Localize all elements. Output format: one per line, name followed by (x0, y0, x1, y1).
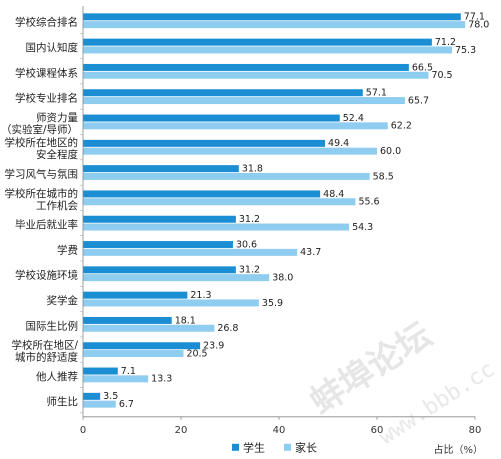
data-label: 54.3 (352, 222, 373, 233)
data-label: 49.4 (328, 138, 349, 149)
category-label: 城市的舒适度 (15, 351, 78, 364)
category-label: 学校综合排名 (15, 16, 78, 29)
data-label: 3.5 (103, 391, 118, 402)
data-label: 60.0 (380, 146, 401, 157)
category-label: 学校设施环境 (15, 269, 78, 282)
data-label: 70.5 (431, 70, 452, 81)
category-label: 学校所在地区的 (5, 136, 79, 149)
bar-student (83, 165, 239, 173)
category-label: 学费 (57, 243, 78, 256)
bar-student (83, 266, 236, 274)
data-label: 26.8 (217, 323, 238, 334)
bar-parent (83, 97, 405, 105)
bar-student (83, 316, 172, 324)
data-label: 13.3 (151, 374, 172, 385)
category-label: 学校所在地区/ (11, 339, 78, 352)
x-tick-label: 80 (469, 425, 482, 436)
data-label: 31.2 (239, 265, 260, 276)
bar-parent (83, 299, 259, 307)
bar-parent (83, 400, 116, 408)
category-label: 他人推荐 (36, 370, 78, 383)
bar-student (83, 190, 321, 198)
bar-parent (83, 248, 298, 256)
x-axis: 0 20 40 60 80 占比（%） (80, 6, 483, 456)
bar-student (83, 241, 233, 249)
category-label: 学校专业排名 (15, 92, 78, 105)
category-label: 工作机会 (36, 199, 78, 212)
category-label: （实验室/导师） (1, 123, 78, 136)
bar-student (83, 342, 201, 350)
category-label: 国际生比例 (26, 319, 79, 332)
category-label: 师生比 (47, 395, 79, 408)
category-label: 学校课程体系 (15, 66, 78, 79)
data-label: 30.6 (236, 239, 257, 250)
x-axis-label: 占比（%） (433, 443, 483, 456)
category-label: 国内认知度 (26, 41, 79, 54)
bar-parent (83, 274, 270, 282)
bar-student (83, 392, 101, 400)
data-label: 52.4 (343, 113, 364, 124)
bar-student (83, 38, 432, 46)
category-label: 学校所在城市的 (5, 187, 79, 200)
data-label: 58.5 (373, 171, 394, 182)
data-label: 55.6 (358, 197, 379, 208)
category-label: 毕业后就业率 (15, 218, 78, 231)
legend-swatch (284, 443, 291, 451)
bar-student (83, 291, 188, 299)
bar-student (83, 89, 363, 97)
legend-swatch (232, 443, 239, 451)
bars-layer: 77.178.0 71.275.3 66.570.5 57.1 65.7 52.4 62.2… (83, 12, 489, 410)
bar-student (83, 13, 461, 21)
data-label: 77.1 (464, 12, 485, 23)
x-tick-label: 0 (80, 425, 86, 436)
bar-parent (83, 223, 350, 231)
x-tick-label: 60 (371, 425, 384, 436)
data-label: 57.1 (366, 88, 387, 99)
data-label: 65.7 (408, 95, 429, 106)
data-label: 38.0 (272, 272, 293, 283)
x-tick-label: 40 (273, 425, 286, 436)
data-label: 31.2 (239, 214, 260, 225)
data-label: 62.2 (391, 121, 412, 132)
data-label: 43.7 (300, 247, 321, 258)
data-label: 6.7 (119, 399, 134, 410)
bar-parent (83, 71, 429, 79)
data-label: 66.5 (412, 62, 433, 73)
data-label: 75.3 (455, 45, 476, 56)
data-label: 48.4 (323, 189, 344, 200)
data-label: 21.3 (190, 290, 211, 301)
category-labels: 学校综合排名国内认知度学校课程体系学校专业排名师资力量（实验室/导师）学校所在地… (1, 16, 79, 408)
bar-parent (83, 375, 149, 383)
bar-parent (83, 147, 377, 155)
bar-parent (83, 21, 466, 29)
data-label: 35.9 (262, 298, 283, 309)
category-label: 安全程度 (36, 148, 78, 161)
bar-student (83, 139, 326, 147)
bar-parent (83, 122, 388, 130)
data-label: 18.1 (175, 315, 196, 326)
bar-parent (83, 324, 215, 332)
legend-label: 家长 (295, 440, 317, 454)
data-label: 23.9 (203, 341, 224, 352)
bar-student (83, 367, 118, 375)
data-label: 31.8 (242, 163, 263, 174)
bar-parent (83, 172, 370, 180)
data-label: 7.1 (121, 366, 136, 377)
bar-student (83, 215, 236, 223)
data-label: 20.5 (186, 348, 207, 359)
bar-student (83, 63, 409, 71)
x-tick-label: 20 (175, 425, 188, 436)
bar-parent (83, 46, 452, 54)
category-label: 师资力量 (36, 111, 78, 124)
bar-student (83, 114, 340, 122)
data-label: 71.2 (435, 37, 456, 48)
data-label: 78.0 (468, 19, 489, 30)
bar-parent (83, 350, 184, 358)
legend: 学生 家长 (232, 440, 317, 454)
category-label: 奖学金 (47, 294, 79, 307)
bar-parent (83, 198, 356, 206)
category-label: 学习风气与氛围 (5, 167, 79, 180)
legend-label: 学生 (243, 440, 265, 454)
